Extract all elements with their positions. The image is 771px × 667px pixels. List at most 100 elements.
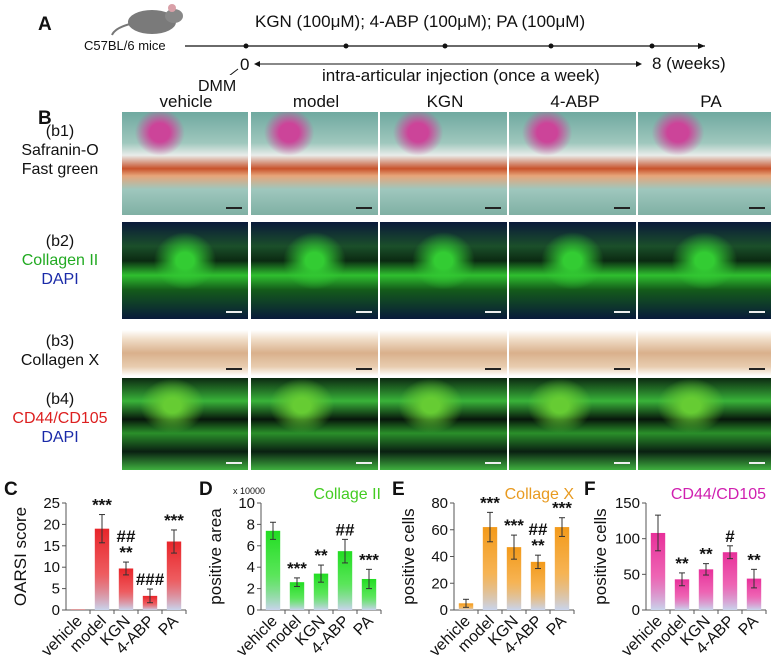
column-header: PA	[700, 92, 722, 111]
bar-KGN	[506, 547, 522, 610]
scale-bar	[485, 462, 501, 464]
micrograph-b2-KGN	[380, 222, 507, 319]
significance-mark: **	[675, 554, 689, 573]
injection-label: intra-articular injection (once a week)	[322, 66, 600, 85]
column-header: vehicle	[159, 92, 213, 111]
panel-a-label: A	[38, 14, 52, 35]
bar-PA	[746, 578, 762, 610]
y-axis-label: positive area	[206, 508, 225, 605]
significance-mark: ##	[529, 520, 548, 539]
significance-mark: ***	[164, 511, 184, 530]
row-id: (b4)	[45, 391, 75, 408]
y-tick-label: 4	[247, 559, 255, 576]
y-tick-label: 2	[247, 581, 255, 598]
micrograph-b2-4-ABP	[509, 222, 636, 319]
scale-bar	[226, 462, 242, 464]
timeline-end: 8 (weeks)	[652, 54, 726, 73]
x-tick-label: PA	[544, 613, 571, 640]
scale-bar	[356, 368, 372, 370]
x-tick-label: PA	[156, 613, 183, 640]
panel-b-label: B	[38, 108, 52, 129]
row-label-b3: (b3) Collagen X	[0, 332, 120, 370]
bar-KGN	[313, 573, 329, 610]
y-tick-label: 10	[238, 495, 255, 512]
scale-bar	[356, 207, 372, 209]
row-id: (b2)	[45, 233, 75, 250]
y-axis-label: OARSI score	[11, 507, 30, 606]
bar-KGN	[118, 568, 134, 610]
significance-mark: ###	[136, 570, 165, 589]
row-label-b1: (b1) Safranin-O Fast green	[0, 122, 120, 179]
scale-bar	[226, 368, 242, 370]
x-tick-label: PA	[736, 613, 763, 640]
y-tick-label: 0	[632, 602, 640, 619]
scale-bar	[485, 311, 501, 313]
column-header: 4-ABP	[550, 92, 600, 111]
micrograph-b2-PA	[638, 222, 771, 319]
significance-mark: **	[119, 543, 133, 562]
scale-bar	[749, 368, 765, 370]
significance-mark: ***	[92, 496, 112, 515]
y-tick-label: 10	[43, 559, 60, 576]
micrograph-b3-vehicle	[122, 330, 248, 376]
scale-bar	[485, 368, 501, 370]
micrograph-b3-PA	[638, 330, 771, 376]
bar-vehicle	[265, 530, 281, 610]
stain-name: DAPI	[41, 271, 79, 288]
stain-name: Collagen X	[20, 352, 100, 369]
micrograph-b2-model	[251, 222, 378, 319]
bar-model	[94, 528, 110, 610]
significance-mark: ##	[117, 527, 136, 546]
significance-mark: ***	[504, 516, 524, 535]
treatment-text: KGN (100μM); 4-ABP (100μM); PA (100μM)	[255, 12, 586, 31]
axis-multiplier: x 10000	[233, 486, 265, 496]
micrograph-b1-4-ABP	[509, 112, 636, 215]
stain-name: Collagen II	[21, 252, 99, 269]
y-tick-label: 40	[431, 549, 448, 566]
significance-mark: **	[531, 536, 545, 555]
micrograph-b3-KGN	[380, 330, 507, 376]
bar-4-ABP	[530, 561, 546, 610]
y-tick-label: 80	[431, 495, 448, 512]
column-header: KGN	[426, 92, 464, 111]
timeline-start: 0	[240, 55, 250, 74]
y-tick-label: 150	[615, 495, 640, 512]
y-axis-label: positive cells	[399, 508, 418, 604]
y-tick-label: 0	[52, 602, 60, 619]
significance-mark: ***	[552, 499, 572, 518]
cd44-cd105-label: CD44/CD105	[12, 410, 108, 427]
chart-title: Collage II	[313, 486, 381, 503]
y-tick-label: 50	[623, 566, 640, 583]
micrograph-b1-PA	[638, 112, 771, 215]
bar-PA	[361, 578, 377, 610]
scale-bar	[226, 311, 242, 313]
timeline	[185, 43, 705, 75]
significance-mark: ***	[480, 493, 500, 512]
row-id: (b1)	[45, 123, 75, 140]
stain-name: Safranin-O	[21, 142, 99, 159]
micrograph-b3-model	[251, 330, 378, 376]
scale-bar	[614, 311, 630, 313]
y-axis-label: positive cells	[591, 508, 610, 604]
micrograph-b4-PA	[638, 378, 771, 470]
scale-bar	[226, 207, 242, 209]
significance-mark: **	[314, 546, 328, 565]
y-tick-label: 25	[43, 495, 60, 512]
bar-PA	[166, 541, 182, 610]
micrograph-b1-KGN	[380, 112, 507, 215]
bar-KGN	[698, 569, 714, 610]
micrograph-b2-vehicle	[122, 222, 248, 319]
significance-mark: ***	[287, 559, 307, 578]
chart-title: CD44/CD105	[671, 486, 766, 503]
scale-bar	[614, 462, 630, 464]
bar-model	[289, 582, 305, 610]
row-id: (b3)	[45, 333, 75, 350]
stain-name: DAPI	[41, 429, 79, 446]
y-tick-label: 15	[43, 538, 60, 555]
significance-mark: **	[747, 550, 761, 569]
y-tick-label: 20	[431, 575, 448, 592]
y-tick-label: 60	[431, 522, 448, 539]
y-tick-label: 20	[43, 516, 60, 533]
